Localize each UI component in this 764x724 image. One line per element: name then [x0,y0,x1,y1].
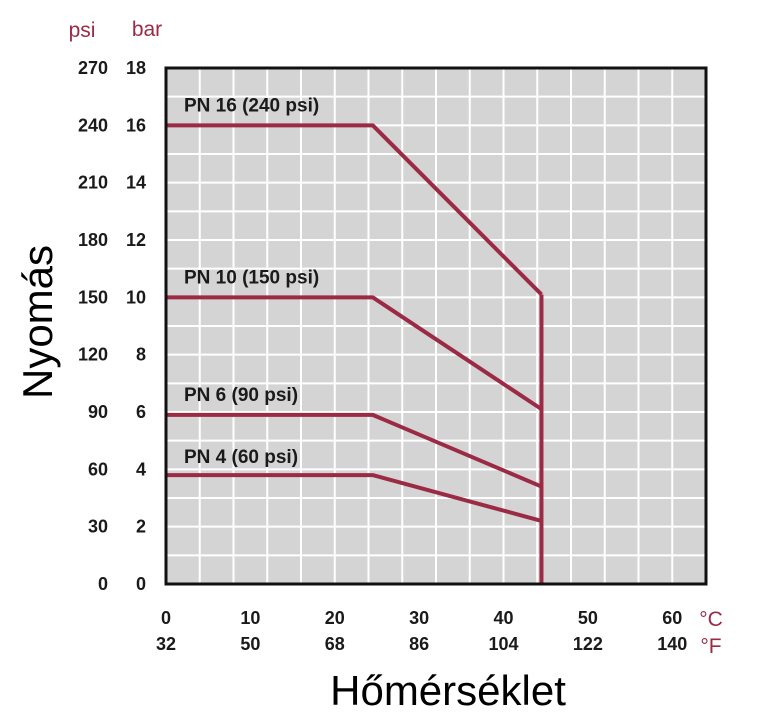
series-line [166,295,543,411]
y-tick-label-psi: 0 [98,574,108,594]
y-ticks-psi: 0 30 60 90 120 150 180 210 240 270 [78,58,108,594]
series-lines: PN 16 (240 psi) PN 10 (150 psi) PN 6 (90 p… [166,95,544,584]
x-tick-label-fahrenheit: 122 [573,634,603,654]
series-line [166,123,543,296]
x-tick-label-celsius: 10 [240,608,260,628]
x-tick-label-fahrenheit: 140 [657,634,687,654]
x-tick-label-celsius: 50 [578,608,598,628]
y-tick-label-bar: 8 [136,345,146,365]
grid [166,68,706,584]
y-tick-label-psi: 210 [78,173,108,193]
x-unit-fahrenheit: °F [700,635,721,658]
x-tick-label-celsius: 20 [325,608,345,628]
y-tick-label-bar: 10 [126,287,146,307]
y-axis-title: Nyomás [14,245,61,399]
y-tick-label-bar: 6 [136,402,146,422]
x-tick-label-fahrenheit: 32 [156,634,176,654]
y-tick-label-psi: 60 [88,459,108,479]
x-tick-label-celsius: 60 [662,608,682,628]
y-tick-label-psi: 30 [88,517,108,537]
x-axis-title: Hőmérséklet [330,667,566,714]
y-tick-label-psi: 150 [78,287,108,307]
y-tick-label-psi: 270 [78,58,108,78]
y-tick-label-psi: 90 [88,402,108,422]
x-tick-label-fahrenheit: 68 [325,634,345,654]
y-tick-label-bar: 16 [126,115,146,135]
y-tick-label-bar: 4 [136,459,146,479]
x-tick-label-celsius: 40 [493,608,513,628]
x-ticks-fahrenheit: 32 50 68 86 104 122 140 [156,634,687,654]
y-tick-label-psi: 240 [78,115,108,135]
x-tick-label-celsius: 30 [409,608,429,628]
y-unit-bar: bar [132,18,162,41]
series-line [166,473,542,523]
x-tick-label-celsius: 0 [161,608,171,628]
series-label: PN 16 (240 psi) [184,95,319,116]
y-tick-label-psi: 180 [78,230,108,250]
series-label: PN 6 (90 psi) [184,385,298,406]
y-ticks-bar: 0 2 4 6 8 10 12 14 16 18 [126,58,146,594]
series-label: PN 4 (60 psi) [184,447,298,468]
y-tick-label-bar: 2 [136,517,146,537]
y-unit-psi: psi [69,19,96,42]
y-tick-label-bar: 14 [126,173,146,193]
y-tick-label-psi: 120 [78,345,108,365]
x-ticks-celsius: 0 10 20 30 40 50 60 [161,608,682,628]
series-label: PN 10 (150 psi) [184,267,319,288]
y-tick-label-bar: 0 [136,574,146,594]
y-tick-label-bar: 18 [126,58,146,78]
x-unit-celsius: °C [699,608,723,631]
x-tick-label-fahrenheit: 86 [409,634,429,654]
plot-frame [164,66,708,586]
series-line [166,412,543,489]
y-tick-label-bar: 12 [126,230,146,250]
x-tick-label-fahrenheit: 104 [488,634,518,654]
x-tick-label-fahrenheit: 50 [240,634,260,654]
